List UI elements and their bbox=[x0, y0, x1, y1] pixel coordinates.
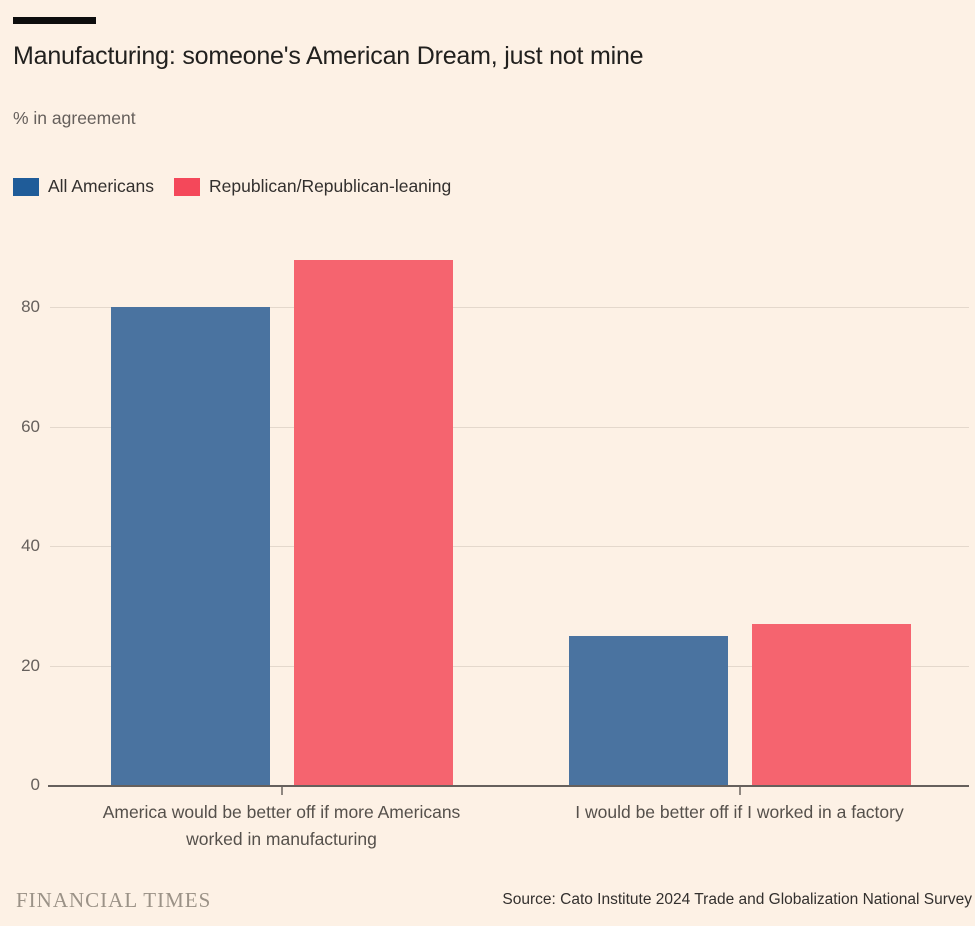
chart-title: Manufacturing: someone's American Dream,… bbox=[13, 42, 644, 70]
y-tick-label-60: 60 bbox=[21, 416, 40, 436]
bar-all-americans-group2 bbox=[568, 635, 728, 785]
legend-swatch-all-americans bbox=[13, 177, 39, 196]
y-tick-label-40: 40 bbox=[21, 536, 40, 556]
brand-accent-bar bbox=[13, 17, 96, 24]
legend-label-republican-republican-leaning: Republican/Republican-leaning bbox=[209, 176, 452, 196]
legend: All Americans Republican/Republican-leani… bbox=[13, 176, 451, 197]
ft-logo: FINANCIAL TIMES bbox=[16, 888, 212, 912]
source-credit: Source: Cato Institute 2024 Trade and Gl… bbox=[502, 891, 972, 908]
bar-republican-republican-leaning-group1 bbox=[293, 259, 453, 785]
x-tick-group2 bbox=[738, 787, 741, 795]
category-label-group2: I would be better off if I worked in a f… bbox=[575, 802, 904, 822]
gridline-20 bbox=[50, 665, 969, 667]
legend-item-all-americans: All Americans bbox=[13, 176, 154, 197]
chart-subtitle: % in agreement bbox=[13, 108, 136, 128]
bar-all-americans-group1 bbox=[110, 307, 270, 785]
x-tick-group1 bbox=[280, 787, 283, 795]
bar-republican-republican-leaning-group2 bbox=[751, 623, 911, 785]
y-tick-label-0: 0 bbox=[30, 775, 40, 794]
x-axis-line bbox=[48, 785, 969, 787]
gridline-60 bbox=[50, 426, 969, 428]
gridline-80 bbox=[50, 307, 969, 309]
legend-swatch-republican-republican-leaning bbox=[174, 177, 201, 196]
category-label-group1: America would be better off if more Amer… bbox=[102, 802, 461, 849]
y-tick-label-80: 80 bbox=[21, 297, 40, 317]
legend-label-all-americans: All Americans bbox=[48, 176, 155, 196]
gridline-40 bbox=[50, 546, 969, 548]
legend-item-republican-republican-leaning: Republican/Republican-leaning bbox=[174, 176, 451, 197]
y-tick-label-20: 20 bbox=[21, 655, 40, 675]
